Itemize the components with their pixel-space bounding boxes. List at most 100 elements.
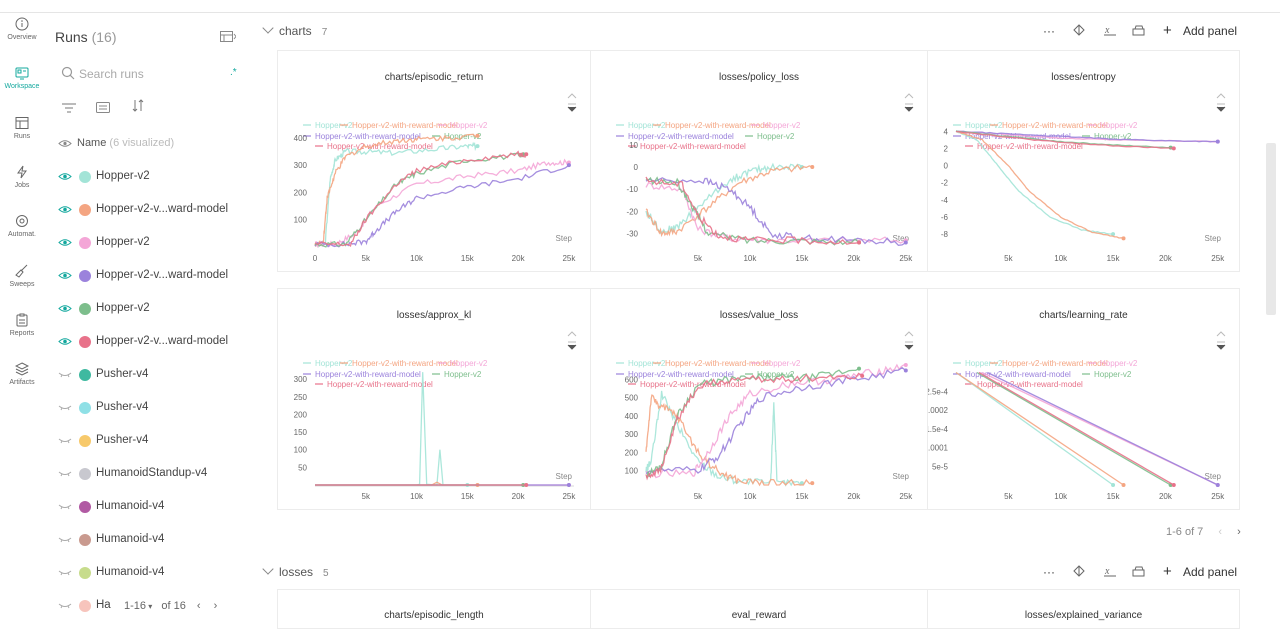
run-row[interactable]: Hopper-v2 bbox=[58, 167, 248, 189]
run-row[interactable]: Humanoid-v4 bbox=[58, 530, 248, 552]
run-name[interactable]: Pusher-v4 bbox=[96, 434, 149, 446]
run-color-dot[interactable] bbox=[79, 237, 91, 249]
run-row[interactable]: Hopper-v2-v...ward-model bbox=[58, 332, 248, 354]
legend-item[interactable]: Hopper-v2-with-reward-model bbox=[303, 370, 421, 379]
legend-item[interactable]: Hopper-v2 bbox=[1088, 121, 1138, 130]
eye-icon[interactable] bbox=[58, 139, 72, 148]
sort-icon[interactable] bbox=[132, 99, 144, 117]
legend-item[interactable]: Hopper-v2 bbox=[303, 359, 353, 368]
filter-icon[interactable] bbox=[62, 100, 76, 118]
nav-artifacts[interactable]: Artifacts bbox=[0, 362, 44, 386]
run-color-dot[interactable] bbox=[79, 204, 91, 216]
run-row[interactable]: Hopper-v2-v...ward-model bbox=[58, 200, 248, 222]
nav-workspace[interactable]: Workspace bbox=[0, 66, 44, 90]
eye-icon[interactable] bbox=[58, 304, 72, 313]
run-row[interactable]: Pusher-v4 bbox=[58, 398, 248, 420]
run-color-dot[interactable] bbox=[79, 534, 91, 546]
legend-scroll-icon[interactable] bbox=[1216, 331, 1226, 350]
table-toggle-icon[interactable] bbox=[220, 30, 237, 48]
chart-panel[interactable]: losses/explained_variance bbox=[927, 589, 1240, 629]
nav-automations[interactable]: Automat. bbox=[0, 214, 44, 238]
eye-icon[interactable] bbox=[58, 172, 72, 181]
run-row[interactable]: HumanoidStandup-v4 bbox=[58, 464, 248, 486]
legend-item[interactable]: Hopper-v2 bbox=[953, 121, 1003, 130]
legend-item[interactable]: Hopper-v2 bbox=[616, 359, 666, 368]
eye-hidden-icon[interactable] bbox=[58, 502, 72, 511]
nav-reports[interactable]: Reports bbox=[0, 313, 44, 337]
legend-item[interactable]: Hopper-v2-with-reward-model bbox=[628, 380, 746, 389]
pager-range[interactable]: 1-16 bbox=[124, 600, 147, 612]
legend-item[interactable]: Hopper-v2-with-reward-model bbox=[953, 370, 1071, 379]
run-name[interactable]: Hopper-v2 bbox=[96, 170, 150, 182]
eye-hidden-icon[interactable] bbox=[58, 370, 72, 379]
layers-stack-icon[interactable] bbox=[1132, 565, 1145, 580]
legend-item[interactable]: Hopper-v2 bbox=[1082, 370, 1132, 379]
run-color-dot[interactable] bbox=[79, 270, 91, 282]
add-panel-button[interactable]: Add panel bbox=[1183, 24, 1238, 38]
pagination-next-icon[interactable]: › bbox=[1237, 526, 1241, 538]
legend-scroll-icon[interactable] bbox=[567, 331, 577, 350]
run-row[interactable]: Pusher-v4 bbox=[58, 365, 248, 387]
run-name[interactable]: Humanoid-v4 bbox=[96, 566, 165, 578]
more-options-icon[interactable]: ··· bbox=[1043, 24, 1055, 38]
chart-panel[interactable]: losses/entropy Hopper-v2 Hopper-v2-with-re… bbox=[927, 50, 1240, 272]
chart-panel[interactable]: losses/approx_kl Hopper-v2 Hopper-v2-with-… bbox=[277, 288, 591, 510]
zoom-tool-icon[interactable] bbox=[1073, 565, 1085, 580]
main-scrollbar[interactable] bbox=[1266, 143, 1276, 315]
legend-scroll-icon[interactable] bbox=[904, 93, 914, 112]
legend-item[interactable]: Hopper-v2 bbox=[751, 359, 801, 368]
legend-item[interactable]: Hopper-v2-with-reward-model bbox=[628, 142, 746, 151]
run-row[interactable]: Hopper-v2 bbox=[58, 233, 248, 255]
more-options-icon[interactable]: ··· bbox=[1043, 565, 1055, 579]
run-color-dot[interactable] bbox=[79, 336, 91, 348]
eye-icon[interactable] bbox=[58, 271, 72, 280]
run-name[interactable]: Hopper-v2 bbox=[96, 302, 150, 314]
eye-hidden-icon[interactable] bbox=[58, 436, 72, 445]
run-name[interactable]: Humanoid-v4 bbox=[96, 500, 165, 512]
legend-item[interactable]: Hopper-v2-with-reward-model bbox=[340, 121, 458, 130]
run-color-dot[interactable] bbox=[79, 501, 91, 513]
run-row[interactable]: Hopper-v2-v...ward-model bbox=[58, 266, 248, 288]
run-color-dot[interactable] bbox=[79, 303, 91, 315]
x-axis-icon[interactable]: x bbox=[1104, 565, 1116, 580]
layers-stack-icon[interactable] bbox=[1132, 24, 1145, 39]
regex-icon[interactable]: .* bbox=[227, 66, 239, 78]
eye-icon[interactable] bbox=[58, 205, 72, 214]
legend-item[interactable]: Hopper-v2-with-reward-model bbox=[303, 132, 421, 141]
run-color-dot[interactable] bbox=[79, 402, 91, 414]
chart-panel[interactable]: losses/policy_loss Hopper-v2 Hopper-v2-wit… bbox=[590, 50, 928, 272]
legend-item[interactable]: Hopper-v2-with-reward-model bbox=[990, 359, 1108, 368]
run-row[interactable]: Ha bbox=[58, 596, 248, 618]
pager-prev-icon[interactable]: ‹ bbox=[196, 600, 201, 612]
run-name[interactable]: Hopper-v2-v...ward-model bbox=[96, 203, 229, 215]
add-icon[interactable]: + bbox=[1163, 22, 1172, 39]
zoom-tool-icon[interactable] bbox=[1073, 24, 1085, 39]
legend-scroll-icon[interactable] bbox=[1216, 93, 1226, 112]
nav-overview[interactable]: Overview bbox=[0, 17, 44, 41]
eye-hidden-icon[interactable] bbox=[58, 568, 72, 577]
run-name[interactable]: Ha bbox=[96, 599, 111, 611]
name-column-header[interactable]: Name (6 visualized) bbox=[58, 137, 174, 149]
legend-item[interactable]: Hopper-v2 bbox=[745, 132, 795, 141]
nav-runs[interactable]: Runs bbox=[0, 116, 44, 140]
legend-item[interactable]: Hopper-v2 bbox=[1088, 359, 1138, 368]
chart-panel[interactable]: charts/episodic_length bbox=[277, 589, 591, 629]
x-axis-icon[interactable]: x bbox=[1104, 24, 1116, 39]
chart-panel[interactable]: charts/learning_rate Hopper-v2 Hopper-v2-w… bbox=[927, 288, 1240, 510]
legend-item[interactable]: Hopper-v2-with-reward-model bbox=[965, 142, 1083, 151]
run-row[interactable]: Humanoid-v4 bbox=[58, 563, 248, 585]
section-header-charts[interactable]: charts 7 bbox=[262, 22, 327, 38]
legend-item[interactable]: Hopper-v2 bbox=[616, 121, 666, 130]
run-color-dot[interactable] bbox=[79, 171, 91, 183]
search-runs-input[interactable]: Search runs .* bbox=[55, 63, 238, 85]
chart-panel[interactable]: charts/episodic_return Hopper-v2 Hopper-v2… bbox=[277, 50, 591, 272]
legend-item[interactable]: Hopper-v2 bbox=[438, 121, 488, 130]
legend-item[interactable]: Hopper-v2-with-reward-model bbox=[616, 370, 734, 379]
legend-item[interactable]: Hopper-v2 bbox=[751, 121, 801, 130]
eye-icon[interactable] bbox=[58, 238, 72, 247]
legend-item[interactable]: Hopper-v2-with-reward-model bbox=[616, 132, 734, 141]
legend-item[interactable]: Hopper-v2-with-reward-model bbox=[653, 121, 771, 130]
legend-item[interactable]: Hopper-v2 bbox=[745, 370, 795, 379]
add-panel-button[interactable]: Add panel bbox=[1183, 565, 1238, 579]
run-name[interactable]: Hopper-v2 bbox=[96, 236, 150, 248]
